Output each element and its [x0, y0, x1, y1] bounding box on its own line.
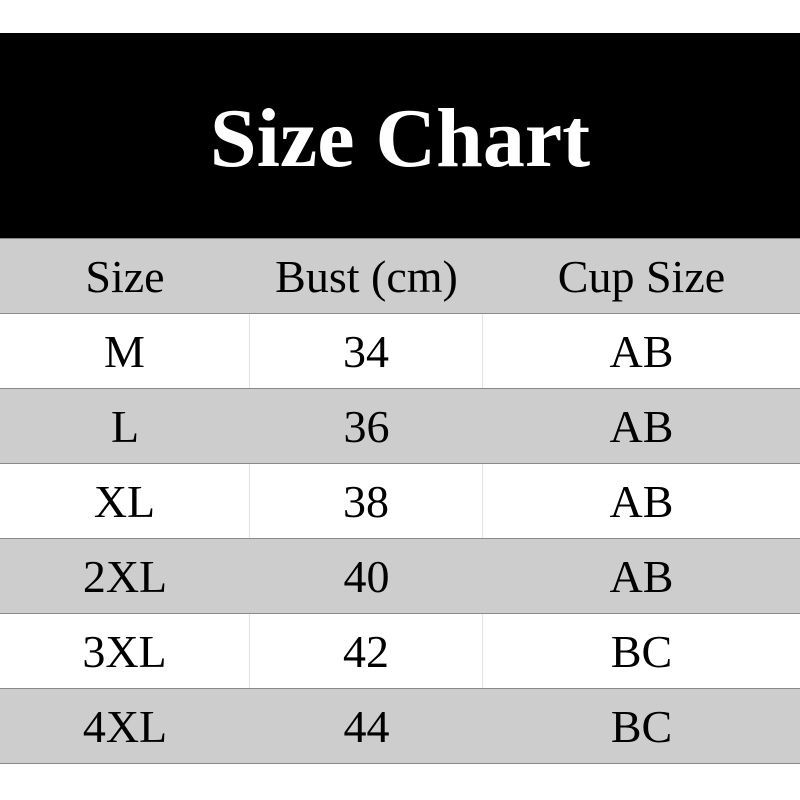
table-cell: XL [0, 464, 250, 538]
table-row: L 36 AB [0, 389, 800, 464]
table-cell: AB [609, 325, 674, 377]
column-header: Size [85, 250, 165, 302]
table-header: Size Bust (cm) Cup Size [0, 238, 800, 314]
table-row: 2XL 40 AB [0, 539, 800, 614]
page-title: Size Chart [209, 91, 591, 185]
table-cell: 2XL [82, 550, 168, 602]
table-row: XL 38 AB [0, 464, 800, 539]
table-cell: M [0, 314, 250, 388]
table-cell: AB [609, 475, 674, 527]
table-row: M 34 AB [0, 314, 800, 389]
table-cell: BC [610, 700, 673, 752]
table-cell: 3XL [0, 614, 250, 688]
table-cell: AB [609, 550, 674, 602]
column-header: Cup Size [557, 250, 726, 302]
size-table: Size Bust (cm) Cup Size M 34 AB L 36 AB XL 38 AB… [0, 238, 800, 764]
table-cell: BC [610, 625, 673, 677]
table-row: 3XL 42 BC [0, 614, 800, 689]
table-cell: 38 [250, 464, 483, 538]
table-cell: L [110, 400, 140, 452]
table-cell: AB [609, 400, 674, 452]
title-banner: Size Chart [0, 33, 800, 238]
table-cell: 44 [343, 700, 390, 752]
table-cell: 34 [250, 314, 483, 388]
table-cell: 4XL [82, 700, 168, 752]
table-cell: 40 [343, 550, 390, 602]
column-header: Bust (cm) [275, 250, 458, 302]
table-cell: 42 [250, 614, 483, 688]
table-row: 4XL 44 BC [0, 689, 800, 764]
table-cell: 36 [343, 400, 390, 452]
